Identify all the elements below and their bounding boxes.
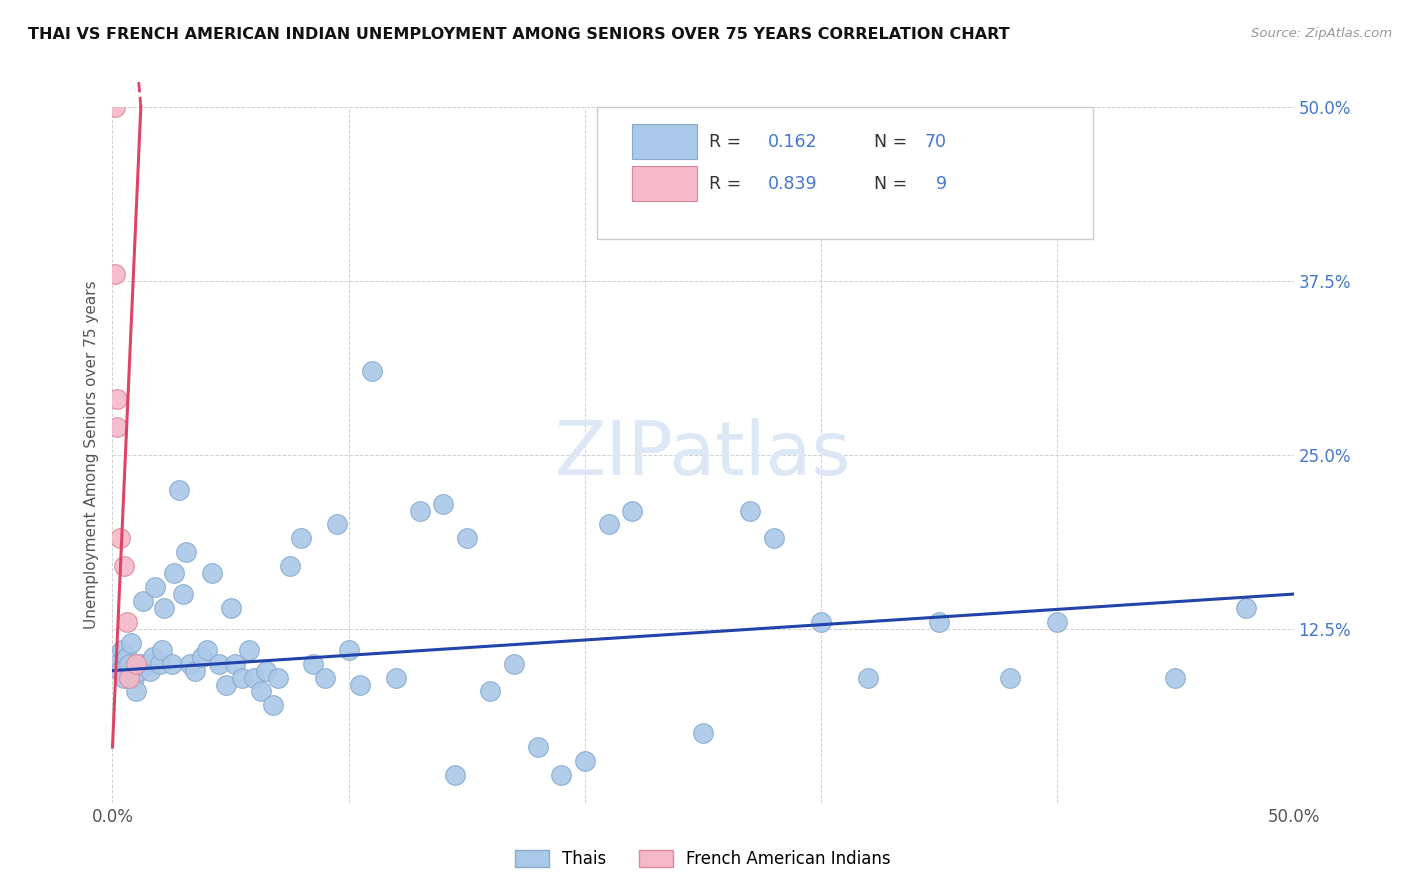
Text: Source: ZipAtlas.com: Source: ZipAtlas.com — [1251, 27, 1392, 40]
Text: ZIPatlas: ZIPatlas — [555, 418, 851, 491]
Point — [361, 364, 384, 378]
Text: 70: 70 — [925, 133, 948, 151]
Point — [104, 267, 127, 281]
Point — [191, 649, 214, 664]
Point — [111, 642, 134, 657]
Text: R =: R = — [709, 175, 747, 193]
Point — [139, 664, 162, 678]
Text: N =: N = — [875, 133, 912, 151]
Text: N =: N = — [875, 175, 912, 193]
Point — [201, 566, 224, 581]
Point — [153, 601, 176, 615]
Point — [385, 671, 408, 685]
Point — [928, 615, 950, 629]
Point — [125, 657, 148, 671]
Point — [174, 545, 197, 559]
Point — [208, 657, 231, 671]
Y-axis label: Unemployment Among Seniors over 75 years: Unemployment Among Seniors over 75 years — [83, 281, 98, 629]
Point — [184, 664, 207, 678]
Point — [326, 517, 349, 532]
Point — [115, 649, 138, 664]
Point — [143, 580, 166, 594]
Point — [810, 615, 832, 629]
Point — [179, 657, 201, 671]
Point — [444, 768, 467, 782]
Point — [105, 420, 128, 434]
FancyBboxPatch shape — [596, 107, 1092, 239]
Point — [104, 100, 127, 114]
Point — [105, 392, 128, 407]
Point — [302, 657, 325, 671]
Point — [149, 657, 172, 671]
Point — [858, 671, 880, 685]
Point — [231, 671, 253, 685]
Point — [108, 664, 131, 678]
Point — [118, 657, 141, 671]
Point — [172, 587, 194, 601]
Point — [408, 503, 430, 517]
Point — [278, 559, 301, 574]
Point — [290, 532, 312, 546]
Point — [574, 754, 596, 768]
Point — [432, 497, 454, 511]
Point — [262, 698, 284, 713]
Point — [127, 664, 149, 678]
Point — [314, 671, 336, 685]
Point — [118, 671, 141, 685]
Point — [762, 532, 785, 546]
Point — [238, 642, 260, 657]
Point — [1046, 615, 1069, 629]
Point — [136, 657, 159, 671]
Point — [692, 726, 714, 740]
Point — [621, 503, 644, 517]
Point — [349, 677, 371, 691]
Point — [142, 649, 165, 664]
Point — [105, 657, 128, 671]
Point — [219, 601, 242, 615]
Point — [479, 684, 502, 698]
Point — [120, 636, 142, 650]
Point — [132, 594, 155, 608]
Point — [215, 677, 238, 691]
Point — [1234, 601, 1257, 615]
Point — [167, 483, 190, 497]
Point — [122, 671, 145, 685]
Point — [195, 642, 218, 657]
Point — [267, 671, 290, 685]
Point — [1164, 671, 1187, 685]
Point — [254, 664, 277, 678]
Point — [115, 615, 138, 629]
Point — [526, 740, 548, 755]
Point — [456, 532, 478, 546]
Point — [125, 684, 148, 698]
Point — [160, 657, 183, 671]
Point — [129, 657, 152, 671]
Text: 0.839: 0.839 — [768, 175, 817, 193]
Point — [250, 684, 273, 698]
Point — [112, 671, 135, 685]
Point — [108, 532, 131, 546]
Text: 0.162: 0.162 — [768, 133, 817, 151]
FancyBboxPatch shape — [633, 166, 697, 201]
FancyBboxPatch shape — [633, 124, 697, 159]
Point — [998, 671, 1021, 685]
Point — [112, 559, 135, 574]
Point — [224, 657, 246, 671]
Point — [740, 503, 762, 517]
Point — [550, 768, 572, 782]
Legend: Thais, French American Indians: Thais, French American Indians — [509, 843, 897, 875]
Text: THAI VS FRENCH AMERICAN INDIAN UNEMPLOYMENT AMONG SENIORS OVER 75 YEARS CORRELAT: THAI VS FRENCH AMERICAN INDIAN UNEMPLOYM… — [28, 27, 1010, 42]
Point — [337, 642, 360, 657]
Point — [503, 657, 526, 671]
Text: R =: R = — [709, 133, 747, 151]
Point — [598, 517, 620, 532]
Point — [163, 566, 186, 581]
Point — [243, 671, 266, 685]
Point — [150, 642, 173, 657]
Text: 9: 9 — [925, 175, 948, 193]
